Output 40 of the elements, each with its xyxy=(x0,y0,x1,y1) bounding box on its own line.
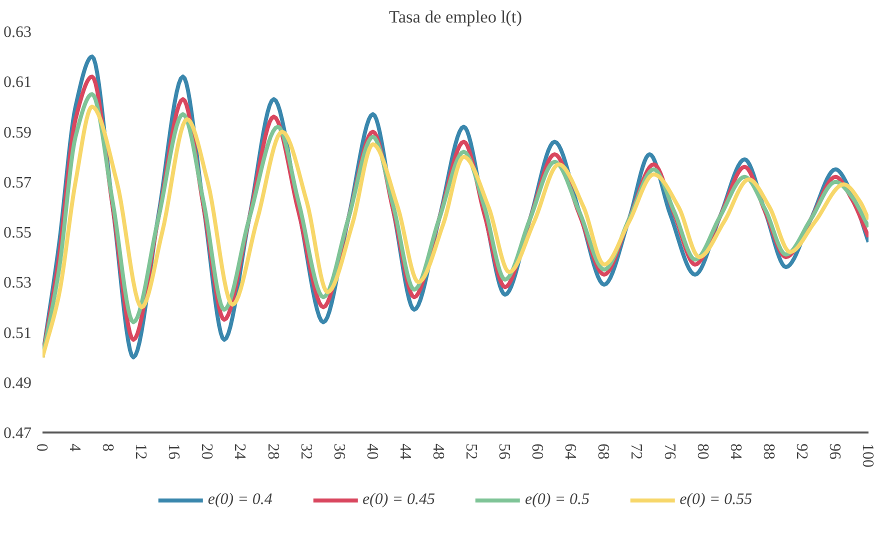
y-tick-label: 0.51 xyxy=(4,324,32,342)
x-tick-label: 76 xyxy=(660,444,678,460)
chart-title: Tasa de empleo l(t) xyxy=(388,8,522,26)
x-tick-label: 72 xyxy=(628,444,645,460)
x-tick-label: 36 xyxy=(330,444,348,460)
x-tick-label: 44 xyxy=(396,444,414,460)
y-tick-label: 0.63 xyxy=(4,24,32,41)
x-tick-label: 32 xyxy=(297,444,314,460)
x-tick-label: 24 xyxy=(231,444,248,460)
x-tick-label: 64 xyxy=(562,444,579,460)
y-tick-label: 0.61 xyxy=(4,74,32,92)
x-tick-label: 96 xyxy=(826,444,843,460)
x-tick-label: 52 xyxy=(462,444,480,460)
y-tick-label: 0.53 xyxy=(4,274,32,292)
x-tick-label: 92 xyxy=(792,444,810,460)
y-tick-label: 0.57 xyxy=(4,174,32,192)
x-tick-label: 84 xyxy=(726,444,744,460)
x-tick-label: 48 xyxy=(429,444,446,460)
y-tick-label: 0.59 xyxy=(4,124,32,142)
x-tick-label: 16 xyxy=(165,444,182,460)
legend-label: e(0) = 0.45 xyxy=(362,491,435,509)
x-tick-label: 8 xyxy=(99,444,116,452)
legend-label: e(0) = 0.5 xyxy=(525,491,590,509)
legend-label: e(0) = 0.4 xyxy=(208,491,272,509)
x-tick-label: 88 xyxy=(760,444,777,460)
x-tick-label: 12 xyxy=(132,444,150,460)
x-tick-label: 20 xyxy=(198,444,216,460)
legend-label: e(0) = 0.55 xyxy=(680,491,752,509)
x-tick-label: 56 xyxy=(496,444,513,460)
x-tick-label: 80 xyxy=(694,444,711,460)
x-tick-label: 68 xyxy=(594,444,612,460)
x-tick-label: 100 xyxy=(859,444,876,468)
x-tick-label: 0 xyxy=(33,444,50,452)
y-tick-label: 0.47 xyxy=(4,425,32,442)
x-tick-label: 40 xyxy=(363,444,380,460)
x-tick-label: 4 xyxy=(66,444,84,452)
x-tick-label: 28 xyxy=(264,444,282,460)
x-tick-label: 60 xyxy=(528,444,546,460)
y-tick-label: 0.55 xyxy=(4,224,32,242)
y-tick-label: 0.49 xyxy=(4,374,32,392)
